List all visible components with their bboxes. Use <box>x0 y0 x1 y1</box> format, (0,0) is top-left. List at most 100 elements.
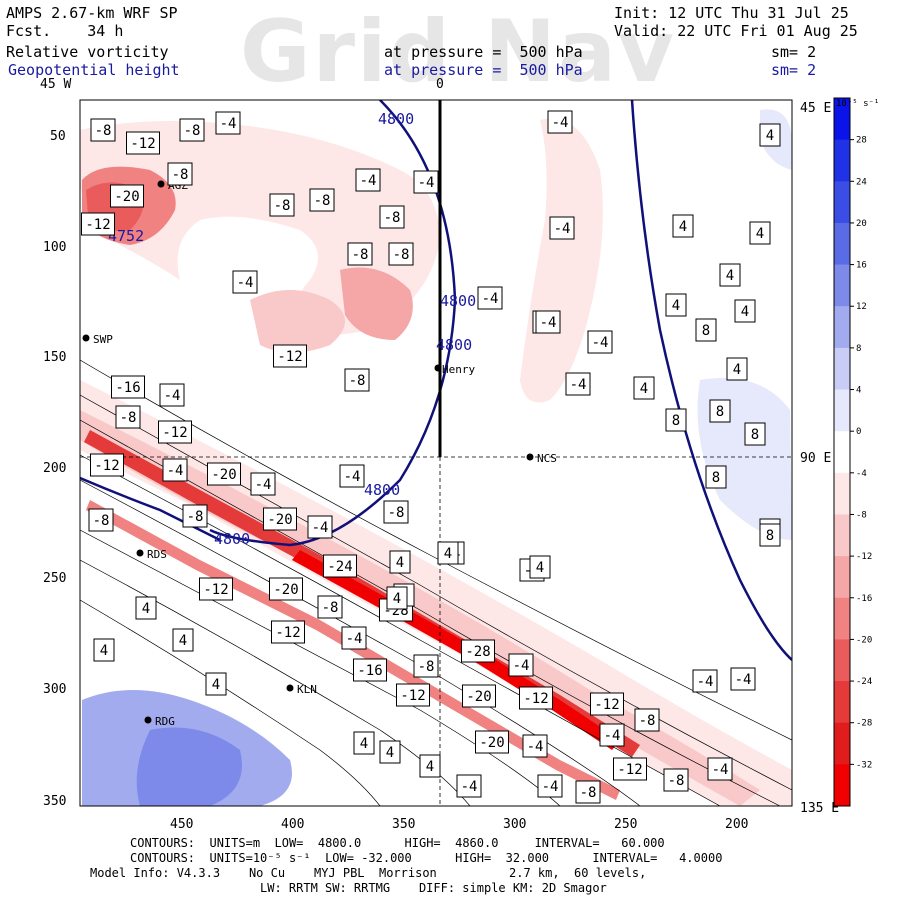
height-label: 4800 <box>364 481 400 499</box>
vorticity-label-box <box>475 730 509 754</box>
x-tick-label: 200 <box>725 817 748 832</box>
vorticity-label-box <box>665 408 687 432</box>
x-tick-label: 400 <box>281 817 304 832</box>
colorbar-level-label: -24 <box>856 677 872 687</box>
vorticity-label-box <box>547 110 573 134</box>
vorticity-label-box <box>744 422 766 446</box>
vorticity-label-text: -4 <box>418 175 435 191</box>
vorticity-label-box <box>522 734 548 758</box>
vorticity-label-text: 4 <box>396 555 404 571</box>
colorbar-level-label: -16 <box>856 594 872 604</box>
vorticity-label: -4 <box>707 757 733 781</box>
vorticity-label-box <box>734 299 756 323</box>
colorbar-level-label: 8 <box>856 344 861 354</box>
vorticity-label-box <box>379 205 405 229</box>
vorticity-label-text: -8 <box>352 247 369 263</box>
vorticity-label-text: -8 <box>418 659 435 675</box>
vorticity-label-text: -4 <box>346 631 363 647</box>
station-swp <box>82 334 90 342</box>
vorticity-label-text: -4 <box>164 388 181 404</box>
vorticity-label-text: 4 <box>733 362 741 378</box>
vorticity-label-box <box>307 515 333 539</box>
vorticity-label: 4 <box>749 221 771 245</box>
vorticity-label-box <box>709 399 731 423</box>
vorticity-label-text: -4 <box>604 728 621 744</box>
vorticity-label-box <box>90 453 124 477</box>
vorticity-label: -4 <box>355 168 381 192</box>
vorticity-label: -8 <box>575 780 601 804</box>
vorticity-label-text: 4 <box>640 381 648 397</box>
vorticity-label-box <box>271 620 305 644</box>
y-tick-label: 250 <box>43 571 66 586</box>
colorbar-swatch <box>834 264 850 307</box>
height-label: 4800 <box>440 292 476 310</box>
vorticity-label-text: -8 <box>349 373 366 389</box>
vorticity-label-box <box>135 596 157 620</box>
vorticity-label-box <box>663 768 689 792</box>
vorticity-label: -4 <box>508 653 534 677</box>
smoothing-height: sm= 2 <box>771 61 817 79</box>
station-rdg <box>144 716 152 724</box>
vorticity-label: -8 <box>388 242 414 266</box>
vorticity-label-box <box>730 667 756 691</box>
vorticity-label: -20 <box>110 184 144 208</box>
vorticity-label: -12 <box>90 453 124 477</box>
graticule <box>80 456 792 806</box>
station-label: KLN <box>297 683 317 696</box>
vorticity-label-box <box>172 628 194 652</box>
vorticity-label-text: -8 <box>172 167 189 183</box>
vorticity-label: 4 <box>759 123 781 147</box>
vorticity-label-box <box>355 168 381 192</box>
vorticity-label-box <box>719 263 741 287</box>
vorticity-labels: -8 -12 -8 -4 -8 -20 -12 -4 -8 -8 -8 -8 -8 -4 -4 -4 -8 -12… <box>81 110 781 804</box>
vorticity-label-text: -12 <box>277 349 302 365</box>
vorticity-label-text: -4 <box>552 115 569 131</box>
colorbar-swatch <box>834 556 850 599</box>
vorticity-label-box <box>205 672 227 696</box>
colorbar-swatch <box>834 681 850 724</box>
vorticity-label-box <box>456 774 482 798</box>
height-label: 4800 <box>436 336 472 354</box>
vorticity-label-text: -8 <box>95 123 112 139</box>
vorticity-label-text: -8 <box>187 509 204 525</box>
vorticity-label-box <box>759 523 781 547</box>
vorticity-label: -20 <box>475 730 509 754</box>
vorticity-label-text: -4 <box>255 477 272 493</box>
vorticity-label-text: -4 <box>527 739 544 755</box>
vorticity-label: -4 <box>413 170 439 194</box>
vorticity-label-box <box>273 344 307 368</box>
colorbar-level-label: 20 <box>856 219 867 229</box>
vorticity-label-box <box>537 774 563 798</box>
vorticity-label-text: -4 <box>360 173 377 189</box>
vorticity-label-text: 4 <box>212 677 220 693</box>
vorticity-label-box <box>590 692 624 716</box>
vorticity-label: -4 <box>730 667 756 691</box>
axis-labels: 45 W 0 45 E 90 E 135 E 50 100 150 200 25… <box>40 77 839 832</box>
footer-physics-info: LW: RRTM SW: RRTMG DIFF: simple KM: 2D S… <box>260 881 607 895</box>
vorticity-label-text: 8 <box>702 323 710 339</box>
vorticity-label-box <box>461 639 495 663</box>
vorticity-label: -8 <box>179 118 205 142</box>
vorticity-label: -28 <box>461 639 495 663</box>
vorticity-label: -4 <box>250 472 276 496</box>
vorticity-label: -4 <box>307 515 333 539</box>
vorticity-label-text: 8 <box>716 404 724 420</box>
vorticity-label: 4 <box>172 628 194 652</box>
vorticity-label: -12 <box>271 620 305 644</box>
vorticity-label: 4 <box>665 293 687 317</box>
vorticity-label-box <box>437 541 459 565</box>
vorticity-label: 8 <box>665 408 687 432</box>
footer-vorticity-contours: CONTOURS: UNITS=10⁻⁵ s⁻¹ LOW= -32.000 HI… <box>130 851 723 865</box>
vorticity-label-text: -8 <box>314 193 331 209</box>
field-name-vorticity: Relative vorticity <box>6 43 169 61</box>
vorticity-label-text: 8 <box>766 528 774 544</box>
negative-vorticity-region <box>520 118 603 403</box>
colorbar-level-label: 0 <box>856 427 861 437</box>
height-label: 4752 <box>108 227 144 245</box>
vorticity-label-box <box>565 372 591 396</box>
vorticity-label-box <box>396 683 430 707</box>
vorticity-label-text: 4 <box>426 759 434 775</box>
vorticity-label-box <box>477 286 503 310</box>
vorticity-label: 4 <box>419 754 441 778</box>
vorticity-label-box <box>665 293 687 317</box>
